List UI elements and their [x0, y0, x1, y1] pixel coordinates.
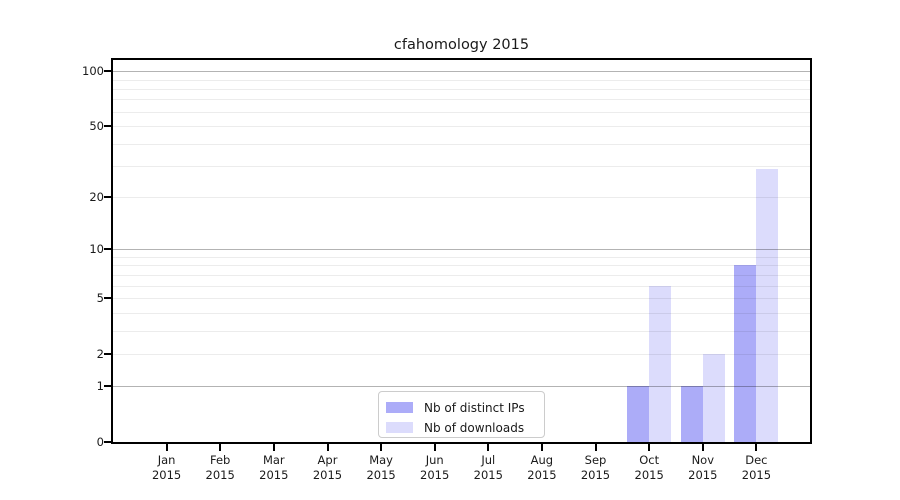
y-gridline-major: [113, 386, 810, 388]
y-tick-label: 50: [89, 119, 104, 133]
legend-swatch: [386, 402, 413, 413]
y-gridline-minor: [113, 166, 810, 167]
x-tick-mark: [540, 444, 543, 451]
x-tick-month: Aug: [530, 453, 554, 467]
x-tick-mark: [219, 444, 222, 451]
x-tick-year: 2015: [527, 468, 557, 482]
y-tick-mark: [104, 70, 111, 73]
y-tick-mark: [104, 125, 111, 127]
x-tick-mark: [594, 444, 597, 451]
y-gridline-minor: [113, 312, 810, 314]
bar-downloads-nov: [702, 353, 725, 442]
y-gridline-minor: [113, 88, 810, 90]
x-tick-label-may: May 2015: [354, 453, 408, 483]
y-gridline-minor: [113, 330, 810, 332]
y-tick-mark: [104, 248, 111, 251]
y-tick-label: 10: [89, 242, 104, 257]
x-tick-mark: [433, 444, 436, 451]
bar-distinct-ips-nov: [680, 386, 703, 442]
y-gridline-minor: [113, 197, 810, 199]
y-gridline-minor: [113, 298, 810, 299]
x-tick-label-jan: Jan 2015: [140, 453, 194, 483]
y-gridline-minor: [113, 285, 810, 287]
legend-swatch: [386, 422, 413, 433]
y-tick-label: 2: [96, 346, 104, 361]
bar-downloads-oct: [649, 285, 672, 442]
x-tick-month: Jan: [157, 453, 176, 467]
x-tick-month: Oct: [639, 453, 660, 467]
y-tick-mark: [104, 352, 111, 355]
x-tick-year: 2015: [580, 468, 611, 482]
y-gridline-minor: [113, 265, 810, 267]
y-tick-mark: [104, 196, 111, 199]
y-gridline-minor: [113, 274, 810, 276]
y-tick-label: 100: [82, 64, 104, 79]
x-tick-label-dec: Dec 2015: [729, 453, 783, 483]
x-tick-month: Jun: [425, 453, 444, 467]
x-tick-mark: [487, 444, 490, 451]
legend: Nb of distinct IPs Nb of downloads: [378, 391, 545, 438]
x-tick-year: 2015: [688, 468, 718, 482]
bar-distinct-ips-dec: [734, 265, 757, 442]
y-gridline-minor: [113, 353, 810, 355]
x-tick-month: Apr: [317, 453, 338, 467]
x-tick-mark: [648, 444, 651, 451]
y-gridline-major: [113, 249, 810, 251]
bar-distinct-ips-oct: [627, 386, 650, 442]
y-tick-mark: [104, 385, 111, 388]
x-tick-year: 2015: [151, 468, 182, 482]
y-tick-mark: [104, 441, 111, 443]
legend-label: Nb of distinct IPs: [424, 400, 525, 415]
y-gridline-major: [113, 71, 810, 73]
x-tick-mark: [165, 444, 168, 451]
plot-area: [111, 58, 812, 444]
x-tick-mark: [755, 444, 758, 451]
y-gridline-minor: [113, 99, 810, 101]
x-tick-label-jul: Jul 2015: [461, 453, 515, 483]
x-tick-year: 2015: [420, 468, 450, 482]
y-tick-label: 1: [96, 379, 104, 394]
y-gridline-minor: [113, 111, 810, 113]
y-tick-label: 0: [96, 435, 104, 449]
x-tick-mark: [326, 444, 329, 451]
x-tick-month: Mar: [262, 453, 285, 467]
x-tick-mark: [272, 444, 275, 451]
x-tick-month: Dec: [745, 453, 768, 467]
chart-title: cfahomology 2015: [393, 37, 530, 53]
y-gridline-minor: [113, 257, 810, 258]
y-gridline-minor: [113, 143, 810, 145]
x-tick-month: Nov: [691, 453, 715, 467]
x-tick-label-nov: Nov 2015: [676, 453, 730, 483]
y-tick-label: 5: [96, 291, 104, 305]
legend-label: Nb of downloads: [424, 420, 525, 435]
legend-entry: Nb of downloads: [386, 418, 544, 437]
x-tick-label-jun: Jun 2015: [408, 453, 462, 483]
x-tick-year: 2015: [473, 468, 503, 482]
x-tick-month: Sep: [584, 453, 607, 467]
x-tick-label-feb: Feb 2015: [193, 453, 247, 483]
x-tick-year: 2015: [312, 468, 343, 482]
x-tick-label-apr: Apr 2015: [301, 453, 355, 483]
y-gridline-minor: [113, 126, 810, 127]
x-tick-year: 2015: [741, 468, 772, 482]
x-tick-label-oct: Oct 2015: [622, 453, 676, 483]
x-tick-month: May: [369, 453, 393, 467]
x-tick-mark: [701, 444, 704, 451]
x-tick-mark: [380, 444, 383, 451]
x-tick-year: 2015: [259, 468, 289, 482]
y-gridline-minor: [113, 79, 810, 81]
x-tick-year: 2015: [366, 468, 396, 482]
x-tick-label-aug: Aug 2015: [515, 453, 569, 483]
x-tick-year: 2015: [634, 468, 664, 482]
legend-entry: Nb of distinct IPs: [386, 398, 544, 417]
x-tick-year: 2015: [205, 468, 235, 482]
x-tick-month: Jul: [481, 453, 496, 467]
x-tick-month: Feb: [210, 453, 231, 467]
bar-downloads-dec: [756, 168, 779, 442]
y-tick-mark: [104, 297, 111, 299]
x-tick-label-sep: Sep 2015: [569, 453, 623, 483]
y-tick-label: 20: [89, 190, 104, 205]
x-tick-label-mar: Mar 2015: [247, 453, 301, 483]
